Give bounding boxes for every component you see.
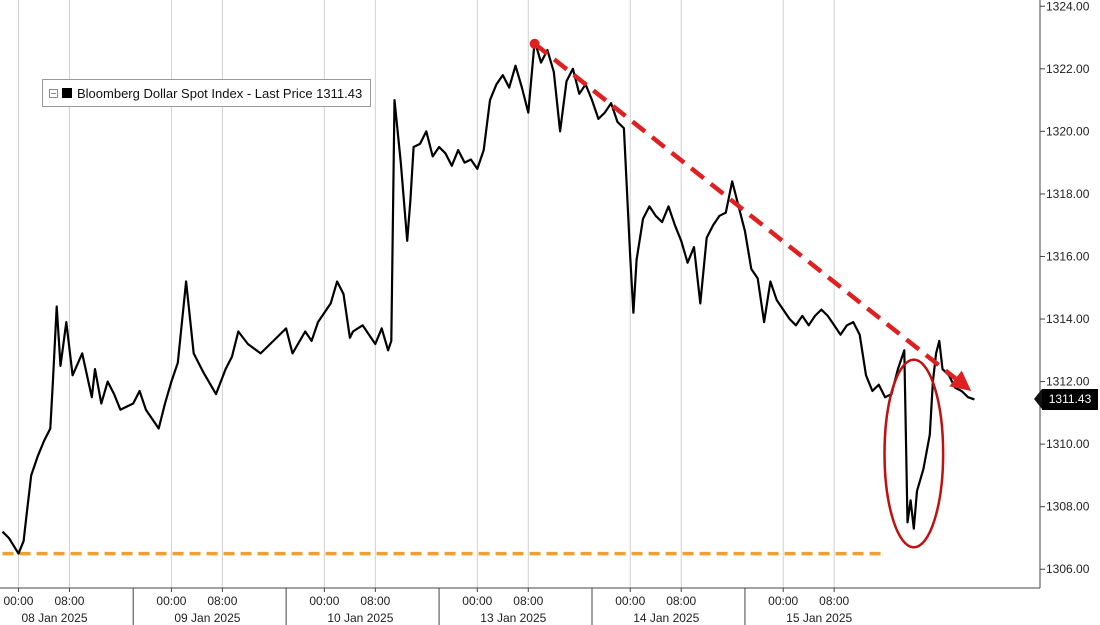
price-series-line <box>1 39 975 555</box>
x-tick-label: 08:00 <box>513 594 543 608</box>
day-label: 09 Jan 2025 <box>174 611 240 625</box>
y-tick-label: 1306.00 <box>1046 562 1090 576</box>
x-tick-label: 00:00 <box>156 594 186 608</box>
y-tick-label: 1318.00 <box>1046 187 1090 201</box>
y-tick-label: 1308.00 <box>1046 500 1090 514</box>
trend-arrow-line <box>533 42 957 381</box>
day-label: 10 Jan 2025 <box>327 611 393 625</box>
legend[interactable]: Bloomberg Dollar Spot Index - Last Price… <box>42 79 372 107</box>
annotation-overlay <box>529 38 972 549</box>
x-tick-label: 00:00 <box>615 594 645 608</box>
x-tick-label: 08:00 <box>666 594 696 608</box>
x-tick-label: 00:00 <box>462 594 492 608</box>
highlight-ellipse <box>883 358 945 549</box>
y-tick-label: 1320.00 <box>1046 124 1090 138</box>
legend-toggle-icon[interactable] <box>49 88 58 98</box>
y-tick-label: 1316.00 <box>1046 249 1090 263</box>
y-tick-label: 1312.00 <box>1046 375 1090 389</box>
day-label: 13 Jan 2025 <box>480 611 546 625</box>
last-price-value: 1311.43 <box>1048 392 1092 407</box>
last-price-badge: 1311.43 <box>1034 388 1098 410</box>
y-tick-label: 1322.00 <box>1046 62 1090 76</box>
day-label: 08 Jan 2025 <box>21 611 87 625</box>
x-tick-label: 08:00 <box>207 594 237 608</box>
y-tick-label: 1324.00 <box>1046 0 1090 13</box>
trend-arrow-head <box>949 370 972 391</box>
x-tick-label: 00:00 <box>768 594 798 608</box>
x-tick-label: 00:00 <box>309 594 339 608</box>
day-label: 15 Jan 2025 <box>786 611 852 625</box>
legend-label: Bloomberg Dollar Spot Index - Last Price… <box>77 85 363 101</box>
x-tick-label: 08:00 <box>54 594 84 608</box>
x-tick-label: 00:00 <box>3 594 33 608</box>
x-tick-label: 08:00 <box>819 594 849 608</box>
day-label: 14 Jan 2025 <box>633 611 699 625</box>
y-tick-label: 1314.00 <box>1046 312 1090 326</box>
x-tick-label: 08:00 <box>360 594 390 608</box>
y-tick-label: 1310.00 <box>1046 437 1090 451</box>
series-layer <box>1 39 975 555</box>
legend-swatch <box>62 88 72 98</box>
